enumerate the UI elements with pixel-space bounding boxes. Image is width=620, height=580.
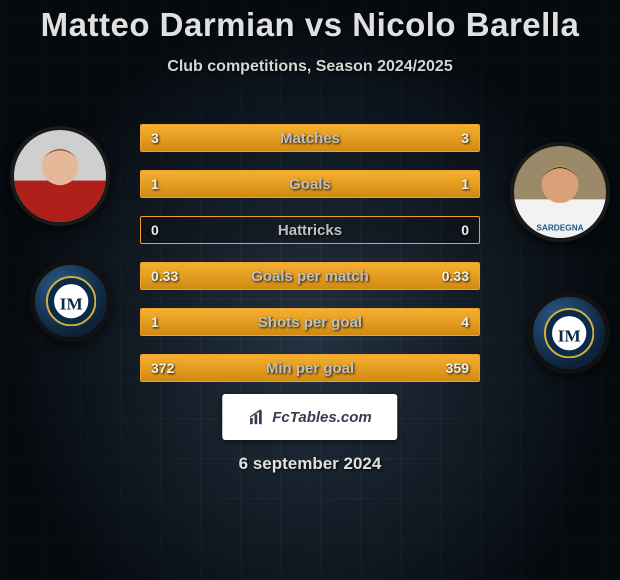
brand-label: FcTables.com — [272, 409, 371, 426]
stat-bar-fill-right — [209, 309, 479, 335]
stat-bar-fill-right — [310, 263, 479, 289]
stat-row: Hattricks0 0 — [140, 216, 480, 244]
stat-bar-fill-left — [141, 355, 313, 381]
avatar-placeholder-icon — [14, 130, 106, 222]
stat-bar-fill-right — [310, 125, 479, 151]
stat-bar-track: Min per goal372359 — [140, 354, 480, 382]
stat-bars: Matches33 Goals11 Hattricks0 0 Goals per mat… — [140, 124, 480, 400]
club-badge-left: IM — [30, 260, 112, 342]
stat-bar-track: Goals per match0.330.33 — [140, 262, 480, 290]
inter-badge-icon: IM — [544, 308, 594, 358]
stat-bar-fill-left — [141, 309, 209, 335]
svg-text:IM: IM — [558, 326, 581, 345]
comparison-card: Matteo Darmian vs Nicolo Barella Club co… — [0, 0, 620, 580]
season-subtitle: Club competitions, Season 2024/2025 — [0, 58, 620, 76]
player-right-avatar: SARDEGNA — [510, 142, 610, 242]
stat-row: Min per goal372359 — [140, 354, 480, 382]
brand-logo-icon — [248, 408, 266, 426]
stat-row: Shots per goal14 — [140, 308, 480, 336]
svg-text:SARDEGNA: SARDEGNA — [536, 224, 583, 233]
stat-bar-fill-left — [141, 263, 310, 289]
stat-bar-track: Shots per goal14 — [140, 308, 480, 336]
stat-bar-track: Goals11 — [140, 170, 480, 198]
stat-value-right: 0 — [451, 217, 479, 243]
stat-row: Goals per match0.330.33 — [140, 262, 480, 290]
stat-bar-fill-left — [141, 125, 310, 151]
page-title: Matteo Darmian vs Nicolo Barella — [0, 0, 620, 44]
svg-text:IM: IM — [60, 294, 83, 313]
stat-row: Matches33 — [140, 124, 480, 152]
date-label: 6 september 2024 — [0, 454, 620, 474]
stat-row: Goals11 — [140, 170, 480, 198]
inter-badge-icon: IM — [46, 276, 96, 326]
stat-bar-fill-right — [310, 171, 479, 197]
stat-bar-track: Hattricks0 0 — [140, 216, 480, 244]
stat-bar-fill-left — [141, 171, 310, 197]
club-badge-right: IM — [528, 292, 610, 374]
avatar-placeholder-icon: SARDEGNA — [514, 146, 606, 238]
stat-bar-track: Matches33 — [140, 124, 480, 152]
brand-badge: FcTables.com — [222, 394, 397, 440]
player-left-avatar — [10, 126, 110, 226]
stat-value-left: 0 — [141, 217, 169, 243]
stat-label: Hattricks — [141, 217, 479, 243]
stat-bar-fill-right — [313, 355, 479, 381]
